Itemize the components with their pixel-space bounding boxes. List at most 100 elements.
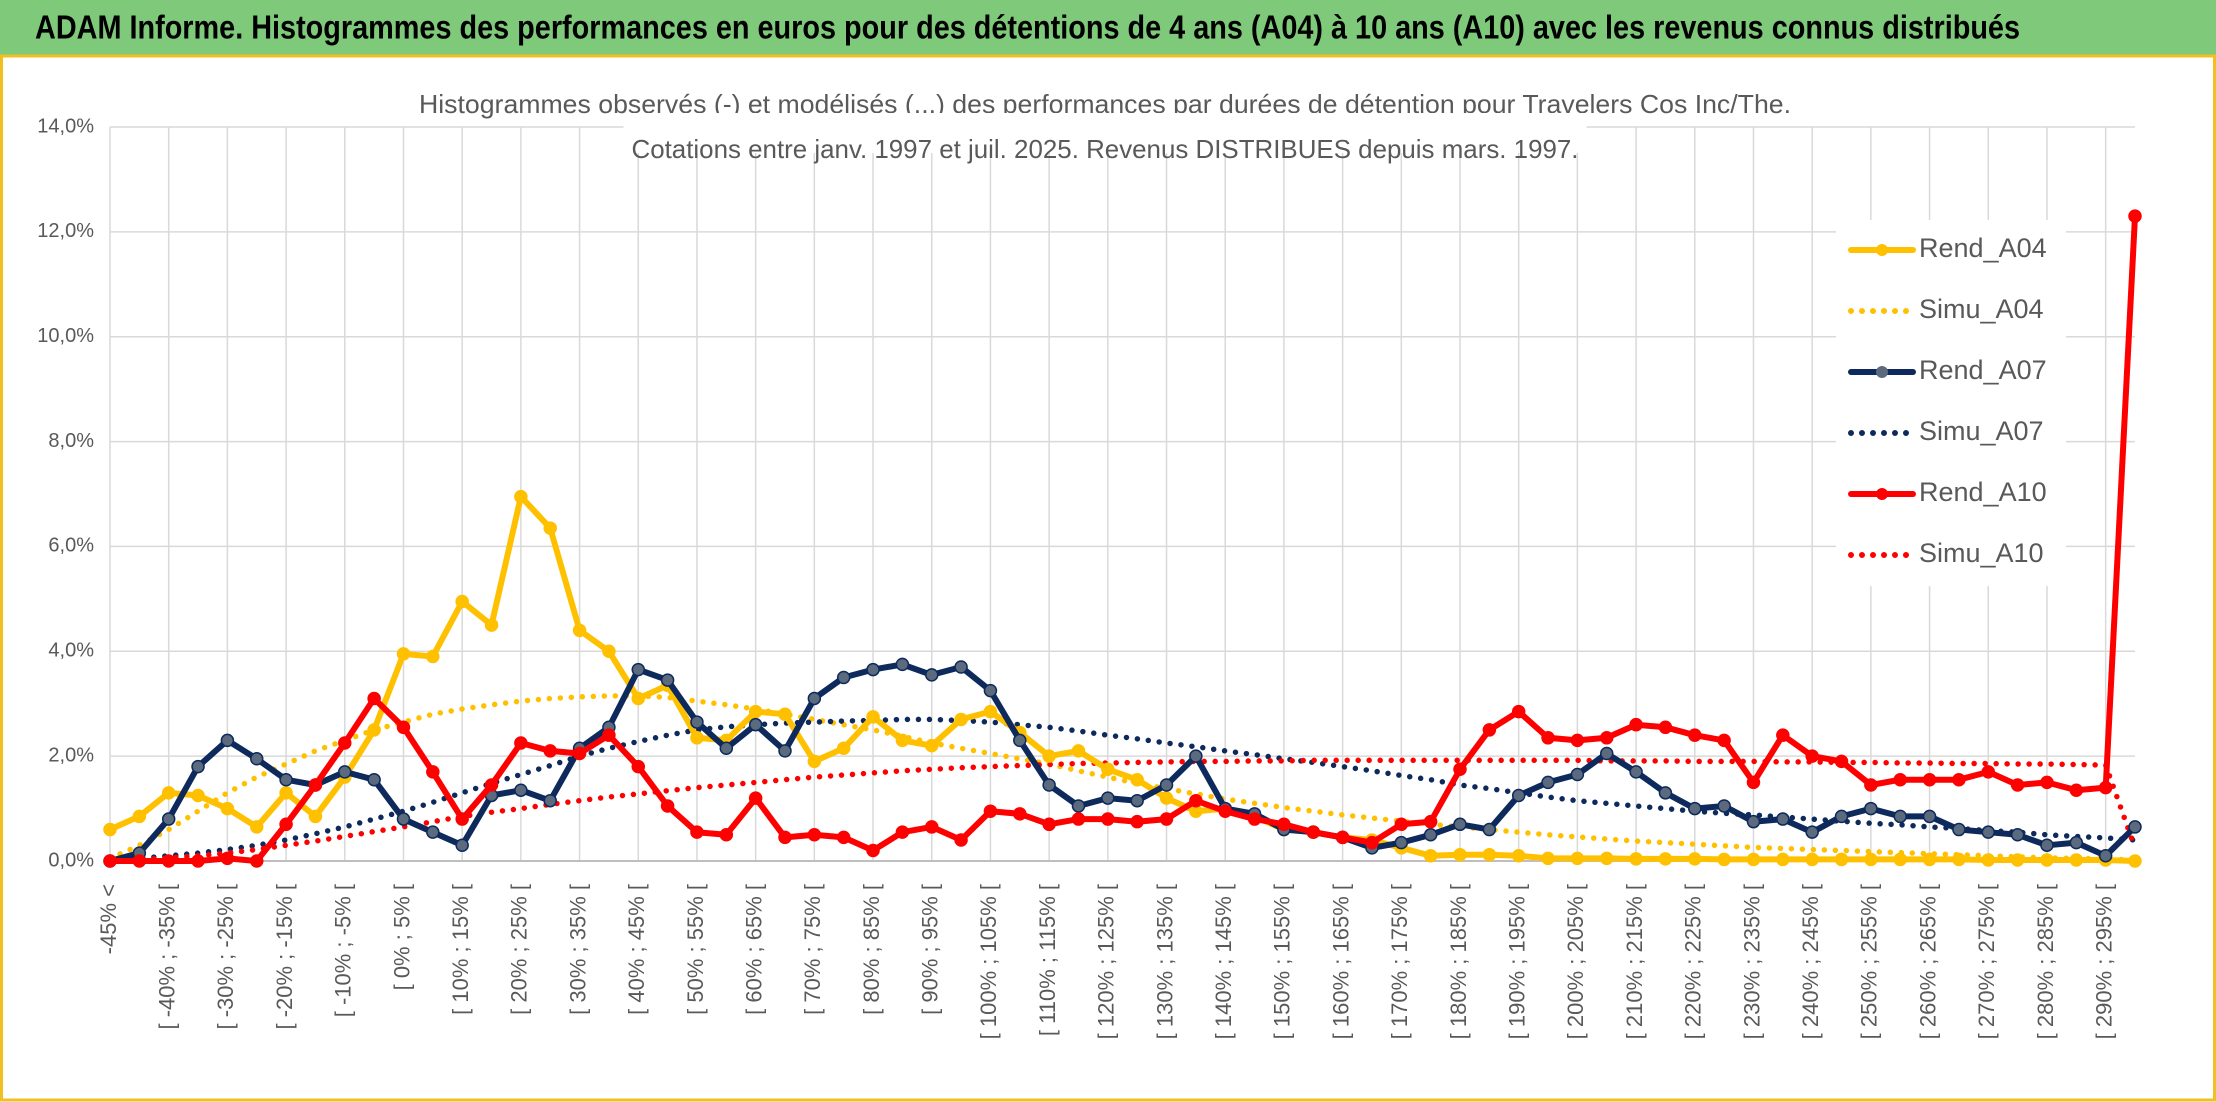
marker <box>2069 835 2084 850</box>
marker <box>1013 733 1027 748</box>
marker <box>748 791 763 805</box>
model-line <box>107 693 2138 863</box>
marker <box>1981 853 1996 867</box>
marker <box>103 822 117 837</box>
marker <box>2098 780 2113 795</box>
marker <box>249 820 264 834</box>
marker <box>1834 754 1849 769</box>
x-tick-label: [ 200% ; 205% [ <box>1563 884 1588 1039</box>
chart-title: Cotations entre janv. 1997 et juil. 2025… <box>632 134 1579 164</box>
marker <box>1629 717 1643 732</box>
marker <box>543 793 557 808</box>
marker <box>1688 852 1702 866</box>
x-tick-label: [ 210% ; 215% [ <box>1622 884 1647 1039</box>
marker <box>279 817 293 832</box>
x-tick-label: -45% < <box>96 884 121 954</box>
x-tick-label: [ 230% ; 235% [ <box>1739 884 1764 1039</box>
marker <box>1776 812 1790 826</box>
marker <box>1042 778 1056 792</box>
data-line <box>107 213 2138 864</box>
marker <box>2040 853 2054 867</box>
marker <box>983 804 998 818</box>
x-tick-label: [ 70% ; 75% [ <box>800 884 825 1015</box>
marker <box>367 691 381 706</box>
marker <box>484 618 499 632</box>
marker <box>660 673 675 687</box>
marker <box>1776 852 1790 867</box>
marker <box>220 851 235 866</box>
marker <box>1189 793 1203 808</box>
marker <box>514 783 528 797</box>
marker <box>220 801 235 816</box>
x-tick-label: [ 140% ; 145% [ <box>1211 884 1236 1039</box>
marker <box>1218 804 1232 818</box>
x-tick-label: [ 60% ; 65% [ <box>741 884 766 1015</box>
model-line <box>107 757 2138 864</box>
marker <box>660 799 675 813</box>
marker <box>778 830 792 845</box>
marker <box>2128 820 2142 834</box>
marker <box>1071 744 1086 758</box>
marker <box>1952 822 1966 837</box>
marker <box>1599 851 1614 866</box>
marker <box>924 738 939 753</box>
x-tick-label: [ 90% ; 95% [ <box>918 884 943 1015</box>
marker <box>1864 801 1878 816</box>
y-tick-label: 6,0% <box>48 535 94 557</box>
marker <box>1746 852 1761 867</box>
x-tick-label: [ -40% ; -35% [ <box>155 884 180 1030</box>
x-tick-label: [ 0% ; 5% [ <box>389 884 414 990</box>
marker <box>1159 791 1174 805</box>
marker <box>1629 852 1643 866</box>
marker <box>426 649 440 664</box>
marker <box>103 854 117 868</box>
marker <box>836 670 851 685</box>
marker <box>954 660 968 674</box>
marker <box>1893 852 1907 867</box>
marker <box>1893 809 1907 824</box>
marker <box>1805 825 1819 839</box>
marker <box>514 489 528 504</box>
marker <box>1335 830 1350 845</box>
marker <box>1511 704 1526 719</box>
marker <box>1746 775 1761 790</box>
banner <box>0 0 2216 56</box>
marker <box>866 662 880 677</box>
x-tick-label: [ 50% ; 55% [ <box>683 884 708 1015</box>
marker <box>1042 749 1056 763</box>
x-tick-label: [ 290% ; 295% [ <box>2091 884 2116 1039</box>
marker <box>719 741 734 756</box>
marker <box>2040 775 2054 790</box>
marker <box>602 728 616 742</box>
x-tick-label: [ 20% ; 25% [ <box>507 884 532 1015</box>
legend-label: Rend_A07 <box>1919 355 2047 385</box>
marker <box>1247 812 1262 826</box>
x-tick-label: [ 280% ; 285% [ <box>2033 884 2058 1039</box>
y-tick-label: 14,0% <box>37 115 94 137</box>
x-tick-label: [ -20% ; -15% [ <box>272 884 297 1030</box>
marker <box>455 812 469 826</box>
legend-label: Simu_A07 <box>1919 416 2044 446</box>
marker <box>1071 812 1086 826</box>
marker <box>778 707 792 721</box>
marker <box>1541 731 1555 745</box>
marker <box>1570 767 1585 782</box>
marker <box>924 820 939 834</box>
marker <box>690 825 704 839</box>
marker <box>132 809 147 824</box>
x-tick-label: [ 240% ; 245% [ <box>1798 884 1823 1039</box>
marker <box>308 778 323 792</box>
marker <box>1658 852 1673 866</box>
marker <box>719 828 734 842</box>
data-line <box>107 661 2138 864</box>
marker <box>1101 762 1115 776</box>
marker <box>338 765 352 779</box>
x-tick-label: [ 10% ; 15% [ <box>448 884 473 1015</box>
legend-label: Rend_A10 <box>1919 477 2047 507</box>
marker <box>1159 812 1174 826</box>
marker <box>396 812 411 826</box>
marker <box>1482 847 1497 862</box>
marker <box>1511 849 1526 863</box>
marker <box>983 704 998 719</box>
marker <box>807 754 822 769</box>
